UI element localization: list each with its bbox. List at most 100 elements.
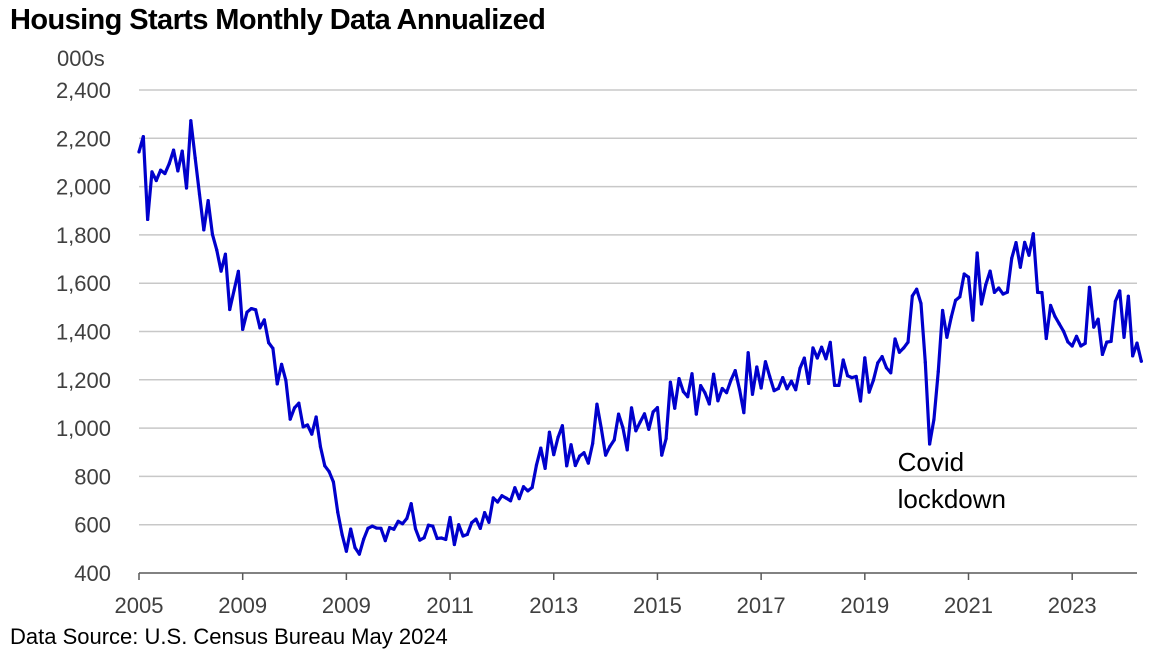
data-point (668, 380, 673, 384)
data-point (569, 443, 573, 447)
data-point (241, 327, 245, 331)
data-point (508, 499, 513, 503)
data-point (1122, 335, 1126, 339)
chart-title: Housing Starts Monthly Data Annualized (10, 4, 546, 36)
data-point (219, 269, 223, 273)
data-point (146, 217, 150, 222)
data-point (582, 451, 586, 455)
data-point (612, 438, 616, 442)
data-point (629, 406, 634, 410)
data-point (781, 376, 785, 380)
y-tick-label: 800 (74, 464, 111, 489)
data-point (1036, 290, 1040, 294)
data-points (137, 119, 1143, 556)
y-tick-label: 2,000 (56, 175, 111, 200)
data-point (465, 532, 469, 536)
y-tick-label: 2,400 (56, 78, 111, 103)
data-point (552, 453, 556, 457)
data-point (1079, 344, 1083, 348)
data-point (1118, 289, 1122, 293)
data-point (500, 494, 504, 498)
data-point (928, 442, 932, 446)
data-point (413, 527, 418, 531)
data-point (785, 387, 789, 391)
data-point (1135, 341, 1139, 345)
data-point (521, 485, 526, 489)
data-point (655, 405, 660, 410)
data-point (495, 500, 500, 504)
data-point (206, 199, 210, 203)
data-point (431, 524, 435, 528)
data-point (452, 542, 456, 547)
data-point (1126, 294, 1130, 298)
data-point (699, 384, 703, 388)
data-point (288, 417, 292, 421)
y-axis-ticks: 400 600 800 1,000 1,200 1,400 1,600 1,800 2,000 2… (56, 78, 111, 586)
data-point (729, 378, 733, 382)
data-point (344, 549, 348, 553)
data-source-note: Data Source: U.S. Census Bureau May 2024 (10, 624, 448, 649)
data-point (841, 358, 845, 362)
data-point (889, 371, 893, 375)
data-point (565, 464, 569, 468)
data-point (975, 251, 979, 255)
data-point (275, 382, 279, 386)
data-point (763, 360, 768, 364)
data-point (487, 520, 491, 524)
data-point (664, 437, 668, 441)
data-point (383, 539, 387, 543)
data-point (984, 283, 988, 287)
data-point (1040, 291, 1044, 295)
data-point (599, 426, 603, 430)
data-point (820, 345, 824, 349)
data-point (163, 171, 167, 176)
data-point (426, 523, 431, 527)
data-point (392, 527, 396, 531)
data-point (310, 432, 314, 436)
data-point (768, 375, 772, 379)
data-point (223, 252, 228, 256)
data-point (876, 361, 880, 365)
y-tick-label: 2,200 (56, 126, 111, 151)
data-point (958, 295, 962, 299)
x-tick-label: 2013 (529, 593, 578, 618)
data-point (292, 406, 297, 410)
data-point (1070, 344, 1074, 348)
data-point (1083, 341, 1087, 345)
y-tick-label: 1,200 (56, 368, 111, 393)
data-point (405, 516, 409, 521)
data-point (940, 308, 945, 313)
data-point (828, 340, 832, 344)
data-point (279, 362, 284, 366)
gridlines (139, 89, 1137, 526)
data-point (919, 301, 923, 306)
data-point (686, 395, 690, 399)
data-point (1074, 334, 1079, 338)
data-point (923, 360, 927, 365)
data-point (625, 448, 629, 452)
data-point (271, 346, 275, 350)
data-point (867, 390, 871, 394)
data-point (457, 523, 461, 527)
data-point (897, 350, 901, 354)
data-point (953, 298, 958, 302)
data-point (677, 376, 681, 381)
y-tick-label: 1,000 (56, 416, 111, 441)
x-tick-label: 2011 (426, 593, 473, 618)
data-point (707, 402, 711, 406)
data-point (474, 517, 478, 521)
y-tick-label: 600 (74, 513, 111, 538)
data-point (712, 372, 716, 376)
x-tick-label: 2005 (115, 593, 164, 618)
x-tick-label: 2009 (218, 593, 267, 618)
data-point (802, 356, 806, 360)
data-point (966, 275, 971, 279)
data-point (591, 441, 595, 446)
data-point (539, 446, 543, 450)
data-point (193, 156, 197, 160)
data-point (1096, 317, 1100, 321)
data-point (642, 412, 647, 416)
data-point (189, 119, 193, 123)
data-point (724, 391, 729, 395)
data-point (167, 162, 171, 166)
